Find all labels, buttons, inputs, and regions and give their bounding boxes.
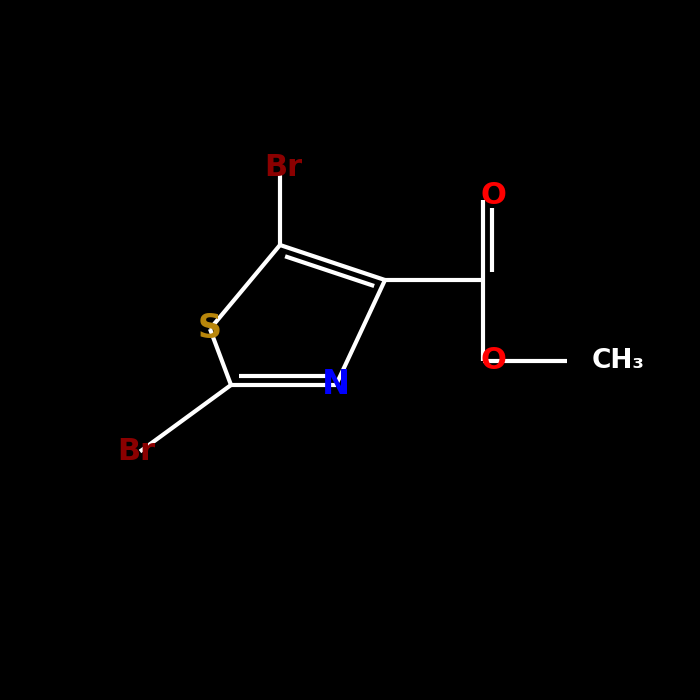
Text: Br: Br xyxy=(118,437,155,466)
Text: O: O xyxy=(481,346,506,375)
Text: N: N xyxy=(322,368,350,402)
Text: S: S xyxy=(198,312,222,346)
Text: CH₃: CH₃ xyxy=(592,347,645,374)
Text: Br: Br xyxy=(265,153,302,183)
Text: O: O xyxy=(481,181,506,211)
